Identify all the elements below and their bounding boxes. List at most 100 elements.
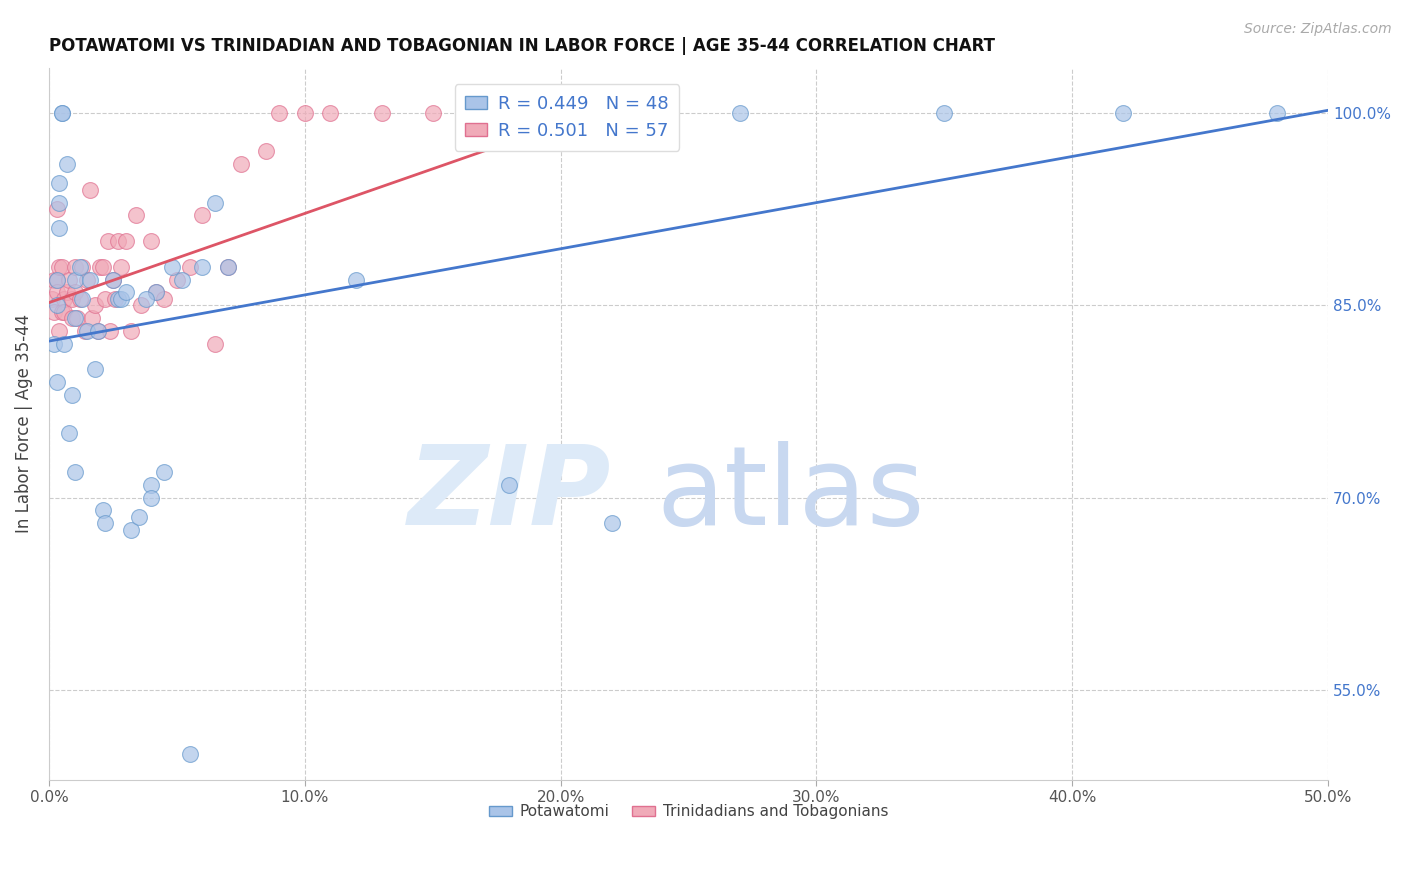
Text: POTAWATOMI VS TRINIDADIAN AND TOBAGONIAN IN LABOR FORCE | AGE 35-44 CORRELATION : POTAWATOMI VS TRINIDADIAN AND TOBAGONIAN… — [49, 37, 995, 55]
Text: Source: ZipAtlas.com: Source: ZipAtlas.com — [1244, 22, 1392, 37]
Point — [48, 195, 70, 210]
Point — [45, 202, 67, 216]
Point — [191, 209, 214, 223]
Point — [141, 477, 163, 491]
Point — [51, 106, 73, 120]
Point — [45, 272, 67, 286]
Point — [66, 311, 89, 326]
Point — [70, 292, 93, 306]
Point — [145, 285, 167, 300]
Point — [58, 272, 80, 286]
Point — [73, 324, 96, 338]
Point — [45, 285, 67, 300]
Point — [84, 362, 107, 376]
Point — [48, 324, 70, 338]
Point — [45, 272, 67, 286]
Point — [160, 260, 183, 274]
Point — [229, 157, 252, 171]
Point — [145, 285, 167, 300]
Point — [70, 260, 93, 274]
Point — [45, 375, 67, 389]
Point — [42, 336, 65, 351]
Point — [51, 106, 73, 120]
Point — [76, 272, 98, 286]
Text: atlas: atlas — [657, 442, 925, 549]
Point — [498, 106, 520, 120]
Point — [107, 292, 129, 306]
Point — [48, 177, 70, 191]
Point — [254, 145, 277, 159]
Point — [191, 260, 214, 274]
Point — [51, 304, 73, 318]
Point — [76, 324, 98, 338]
Point — [170, 272, 193, 286]
Point — [141, 491, 163, 505]
Point — [91, 260, 114, 274]
Point — [69, 260, 91, 274]
Point — [104, 292, 127, 306]
Point — [728, 106, 751, 120]
Point — [153, 292, 176, 306]
Point — [63, 311, 86, 326]
Point — [42, 272, 65, 286]
Point — [120, 523, 142, 537]
Point — [45, 298, 67, 312]
Point — [101, 272, 124, 286]
Point — [79, 272, 101, 286]
Y-axis label: In Labor Force | Age 35-44: In Labor Force | Age 35-44 — [15, 314, 32, 533]
Point — [86, 324, 108, 338]
Point — [94, 292, 117, 306]
Point — [56, 285, 79, 300]
Point — [63, 260, 86, 274]
Point — [128, 509, 150, 524]
Point — [141, 234, 163, 248]
Text: ZIP: ZIP — [408, 442, 612, 549]
Point — [344, 272, 367, 286]
Point — [53, 304, 76, 318]
Point — [600, 516, 623, 531]
Point — [60, 311, 83, 326]
Point — [89, 260, 111, 274]
Point — [110, 292, 132, 306]
Point — [63, 465, 86, 479]
Point — [179, 260, 201, 274]
Point — [166, 272, 188, 286]
Point — [63, 272, 86, 286]
Point — [53, 292, 76, 306]
Point — [58, 426, 80, 441]
Point — [114, 234, 136, 248]
Point — [110, 260, 132, 274]
Point — [269, 106, 291, 120]
Point — [153, 465, 176, 479]
Point — [97, 234, 120, 248]
Point — [204, 336, 226, 351]
Point — [84, 298, 107, 312]
Point — [135, 292, 157, 306]
Point — [100, 324, 122, 338]
Point — [107, 234, 129, 248]
Point — [91, 503, 114, 517]
Point — [217, 260, 239, 274]
Point — [60, 292, 83, 306]
Point — [101, 272, 124, 286]
Point — [125, 209, 148, 223]
Point — [53, 336, 76, 351]
Point — [179, 747, 201, 761]
Point — [79, 183, 101, 197]
Point — [498, 477, 520, 491]
Legend: Potawatomi, Trinidadians and Tobagonians: Potawatomi, Trinidadians and Tobagonians — [482, 798, 894, 825]
Point — [370, 106, 392, 120]
Point — [1265, 106, 1288, 120]
Point — [204, 195, 226, 210]
Point — [94, 516, 117, 531]
Point — [129, 298, 152, 312]
Point — [600, 106, 623, 120]
Point — [48, 260, 70, 274]
Point — [42, 304, 65, 318]
Point — [51, 260, 73, 274]
Point — [48, 221, 70, 235]
Point — [217, 260, 239, 274]
Point — [56, 157, 79, 171]
Point — [120, 324, 142, 338]
Point — [1112, 106, 1135, 120]
